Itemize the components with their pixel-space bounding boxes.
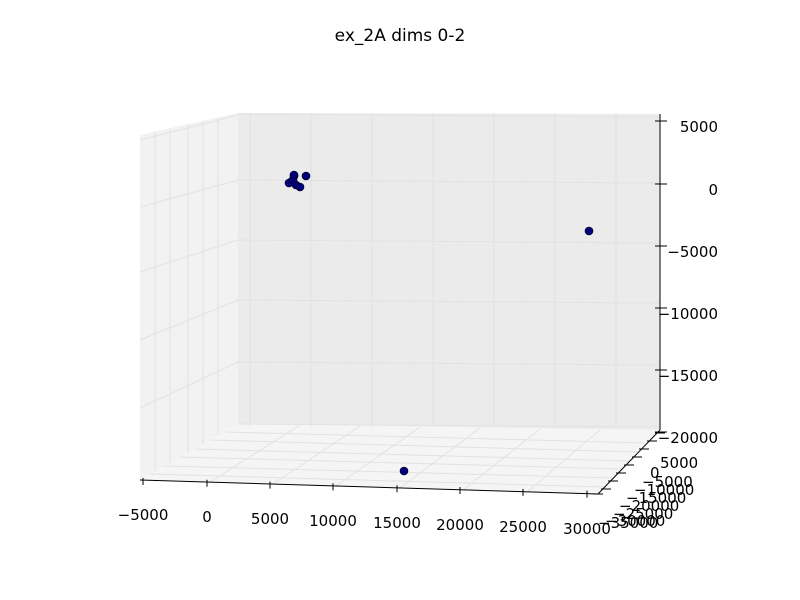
y-tick-label: −30000 xyxy=(605,512,665,530)
back-pane xyxy=(238,113,660,430)
scatter-point xyxy=(295,182,305,192)
floor-grid-x xyxy=(194,448,631,462)
y-tick-label: −15000 xyxy=(626,489,686,507)
floor-grid-x xyxy=(164,465,615,479)
floor-grid-y xyxy=(462,428,541,491)
z-tick-label: −20000 xyxy=(658,429,718,447)
left-grid-h xyxy=(139,299,239,341)
back-grid-h xyxy=(237,361,661,366)
floor-grid-x xyxy=(149,473,607,488)
y-tick-label: −5000 xyxy=(642,473,693,491)
left-grid-h xyxy=(139,179,239,208)
back-grid-h xyxy=(237,299,661,304)
back-grid-h xyxy=(237,423,661,428)
chart-title: ex_2A dims 0-2 xyxy=(335,26,466,46)
x-tick-label: 20000 xyxy=(436,516,484,534)
floor-grid-y xyxy=(526,429,601,493)
x-tick-label: 5000 xyxy=(251,510,289,528)
x-tick-label: 10000 xyxy=(309,512,357,530)
scatter-points xyxy=(284,170,594,476)
scatter-point xyxy=(399,466,409,476)
floor-grid-x xyxy=(179,456,623,470)
y-tick-label: −10000 xyxy=(634,481,694,499)
y-tick-label: 0 xyxy=(650,464,660,482)
z-tick-label: −15000 xyxy=(658,367,718,385)
z-tick-label: 0 xyxy=(708,181,718,199)
x-tick-label: 0 xyxy=(202,508,212,526)
x-tick-label: 15000 xyxy=(373,514,421,532)
y-tick-label: 5000 xyxy=(660,454,698,472)
z-tick-label: −5000 xyxy=(667,243,718,261)
back-grid-h xyxy=(237,239,661,244)
floor-grid-y xyxy=(272,425,361,485)
scatter-point xyxy=(289,170,299,180)
floor-grid-y xyxy=(209,424,301,483)
left-grid-h xyxy=(139,361,239,409)
z-tick-label: 5000 xyxy=(680,118,718,136)
scatter-point xyxy=(584,226,594,236)
left-grid-h xyxy=(139,239,239,273)
x-tick-label: 25000 xyxy=(499,518,547,536)
back-grid-h xyxy=(237,179,661,184)
y-tick-label: −25000 xyxy=(613,505,673,523)
axis-ticks: −5000 0 5000 10000 15000 20000 25000 3000050000… xyxy=(118,118,718,538)
x-axis-line xyxy=(139,479,599,495)
z-tick-label: −10000 xyxy=(658,305,718,323)
axes-grid xyxy=(139,113,661,493)
x-tick-label: 30000 xyxy=(563,520,611,538)
y-tick-label: −20000 xyxy=(619,497,679,515)
scatter-point xyxy=(301,171,311,181)
floor-grid-x xyxy=(224,431,647,444)
back-grid-h xyxy=(237,113,661,118)
left-grid-h xyxy=(139,114,239,141)
y-tick-label: −35000 xyxy=(598,514,658,532)
floor-grid-x xyxy=(209,439,639,453)
x-tick-label: −5000 xyxy=(118,506,169,524)
left-pane xyxy=(140,113,238,480)
